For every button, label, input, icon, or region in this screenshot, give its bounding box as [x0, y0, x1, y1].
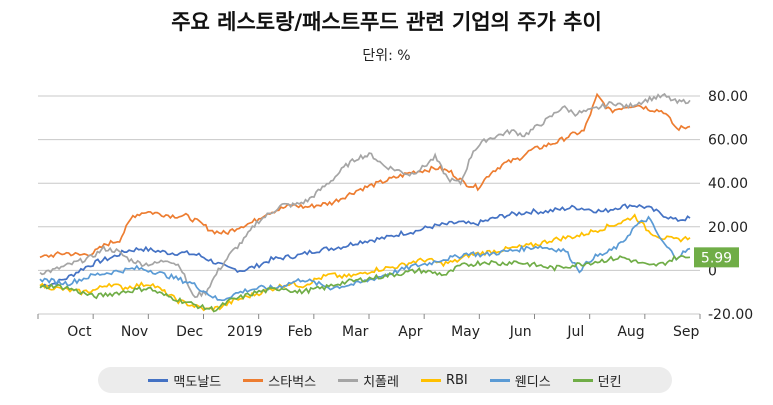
- x-tick-label: Apr: [398, 324, 422, 340]
- chart-title: 주요 레스토랑/패스트푸드 관련 기업의 주가 추이: [171, 10, 602, 34]
- last-value-label: 5.99: [701, 250, 732, 266]
- legend-label: 웬디스: [514, 374, 551, 390]
- y-tick-label: 40.00: [708, 176, 748, 192]
- line-chart: 80.00 60.00 40.00 20.00 0 -20.00 Oct Nov Dec 2019…: [37, 89, 753, 340]
- y-tick-label: -20.00: [708, 307, 753, 323]
- x-tick-label: Dec: [176, 324, 203, 340]
- x-tick-label: Feb: [288, 324, 313, 340]
- legend-item: 치폴레: [338, 371, 399, 390]
- legend-swatch: [489, 378, 510, 382]
- legend-swatch: [572, 378, 593, 382]
- last-value-badge: [694, 247, 739, 268]
- legend-swatch: [243, 378, 264, 382]
- legend-label: 스타벅스: [268, 374, 317, 390]
- legend-swatch: [148, 378, 169, 382]
- legend-item: 웬디스: [489, 371, 551, 390]
- x-tick-label: Aug: [617, 324, 644, 340]
- x-tick-label: Jun: [509, 324, 532, 340]
- y-tick-label: 60.00: [708, 133, 748, 149]
- x-tick-label: Mar: [342, 324, 369, 340]
- series-line-2: [39, 92, 691, 259]
- x-tick-label: Sep: [673, 324, 700, 340]
- x-tick-label: Oct: [67, 324, 92, 340]
- series-line-1: [39, 203, 691, 288]
- series-line-4: [39, 213, 691, 312]
- x-tick-label: 2019: [227, 324, 263, 340]
- legend-label: RBI: [445, 372, 468, 388]
- chart-subtitle: 단위: %: [362, 48, 411, 64]
- legend-label: 치폴레: [363, 374, 399, 390]
- legend-label: 맥도날드: [173, 374, 222, 390]
- legend-item: 던킨: [572, 371, 622, 390]
- legend-swatch: [420, 378, 441, 382]
- y-tick-label: 80.00: [708, 89, 748, 105]
- series-line-3: [39, 92, 691, 299]
- legend-label: 던킨: [597, 374, 622, 390]
- series-line-6: [39, 254, 691, 313]
- x-tick-label: Jul: [566, 324, 584, 340]
- legend-item: 스타벅스: [243, 371, 316, 390]
- legend-item: RBI: [420, 372, 468, 388]
- legend-swatch: [338, 378, 359, 382]
- y-tick-label: 0: [708, 263, 717, 279]
- x-tick-label: Nov: [121, 324, 148, 340]
- legend: 맥도날드 스타벅스 치폴레 RBI 웬디스 던킨: [98, 367, 672, 393]
- legend-item: 맥도날드: [148, 371, 221, 390]
- series-line-5: [39, 215, 691, 302]
- y-tick-label: 20.00: [708, 220, 748, 236]
- x-tick-label: May: [451, 324, 480, 340]
